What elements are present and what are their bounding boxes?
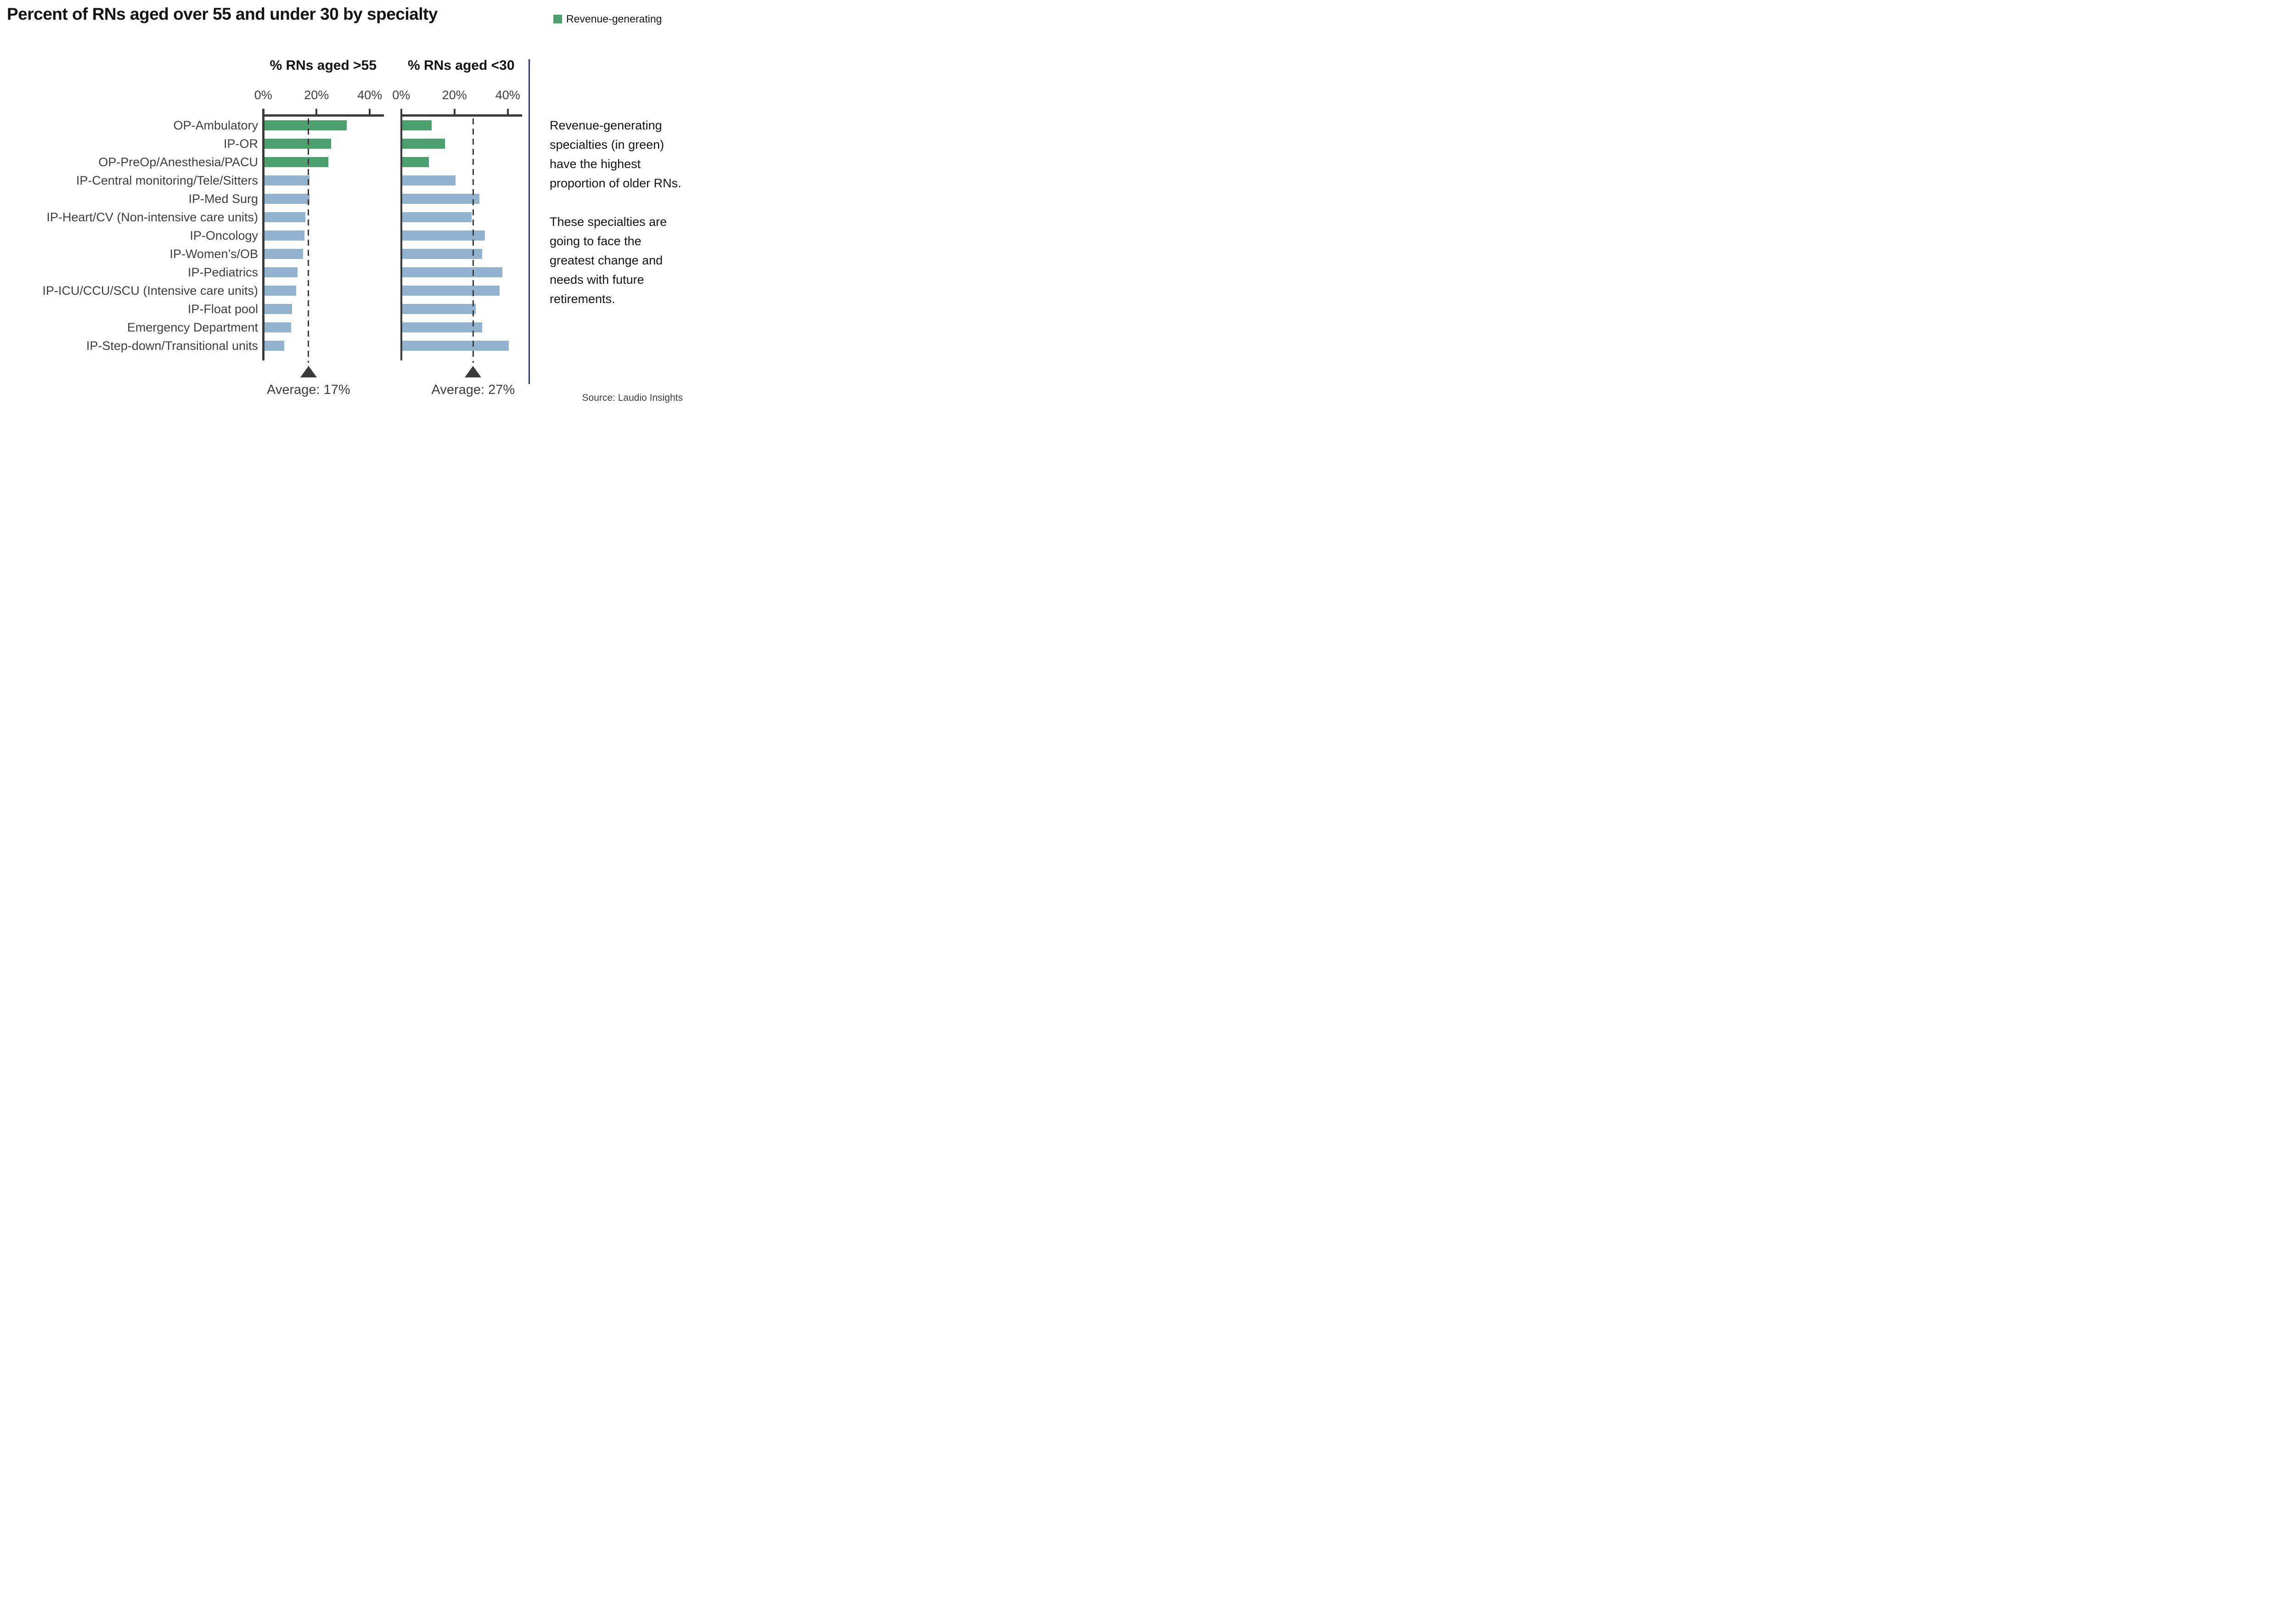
x-axis-tick-label: 40%	[495, 88, 520, 102]
average-marker-triangle-icon	[465, 366, 482, 377]
category-label: IP-Oncology	[190, 229, 258, 242]
x-axis-tick-label: 0%	[392, 88, 411, 102]
x-axis-line	[400, 114, 522, 117]
y-axis-line	[400, 109, 402, 360]
bar-under30-row11	[402, 322, 482, 332]
source-credit: Source: Laudio Insights	[582, 393, 683, 403]
bar-under30-row9	[402, 286, 500, 296]
vertical-divider	[529, 59, 530, 384]
bar-under30-row1	[402, 139, 445, 149]
bar-under30-row5	[402, 212, 472, 222]
category-label: IP-Step-down/Transitional units	[86, 339, 258, 353]
average-dashed-line	[308, 118, 310, 363]
category-label: IP-Women’s/OB	[169, 247, 258, 261]
category-label: IP-ICU/CCU/SCU (Intensive care units)	[42, 284, 258, 298]
legend-swatch-icon	[553, 15, 562, 23]
bar-over55-row7	[264, 249, 303, 259]
bar-under30-row0	[402, 120, 432, 130]
bar-under30-row10	[402, 304, 476, 314]
bar-over55-row5	[264, 212, 306, 222]
average-value-label: Average: 27%	[431, 382, 515, 397]
x-axis-tick-label: 20%	[304, 88, 329, 102]
bar-under30-row12	[402, 341, 509, 351]
category-label: OP-Ambulatory	[173, 118, 258, 132]
category-label: IP-Heart/CV (Non-intensive care units)	[46, 210, 258, 224]
average-dashed-line	[472, 118, 474, 363]
bar-under30-row6	[402, 230, 485, 241]
bar-over55-row12	[264, 341, 284, 351]
category-label: IP-Central monitoring/Tele/Sitters	[76, 174, 258, 187]
annotation-text-block: Revenue-generating specialties (in green…	[550, 116, 686, 328]
legend-label: Revenue-generating	[566, 13, 662, 25]
x-axis-line	[262, 114, 384, 117]
category-label: IP-OR	[223, 137, 258, 151]
y-axis-line	[262, 109, 264, 360]
bar-over55-row8	[264, 267, 298, 277]
annotation-paragraph-2: These specialties are going to face the …	[550, 215, 667, 306]
bar-over55-row1	[264, 139, 331, 149]
x-axis-tick-mark	[506, 109, 509, 115]
x-axis-tick-mark	[315, 109, 318, 115]
x-axis-tick-label: 40%	[357, 88, 383, 102]
bar-under30-row8	[402, 267, 502, 277]
bar-under30-row2	[402, 157, 429, 167]
bar-over55-row4	[264, 194, 310, 204]
bar-under30-row7	[402, 249, 482, 259]
bar-over55-row6	[264, 230, 304, 241]
bar-over55-row3	[264, 175, 310, 185]
x-axis-tick-label: 0%	[254, 88, 272, 102]
bar-under30-row4	[402, 194, 480, 204]
average-value-label: Average: 17%	[267, 382, 350, 397]
slide-canvas: Percent of RNs aged over 55 and under 30…	[0, 0, 687, 406]
annotation-paragraph-1: Revenue-generating specialties (in green…	[550, 118, 681, 190]
x-axis-tick-mark	[369, 109, 371, 115]
bar-under30-row3	[402, 175, 456, 185]
x-axis-tick-mark	[453, 109, 456, 115]
average-marker-triangle-icon	[300, 366, 317, 377]
page-title: Percent of RNs aged over 55 and under 30…	[7, 5, 438, 23]
category-label: Emergency Department	[127, 320, 258, 334]
bar-over55-row2	[264, 157, 328, 167]
bar-over55-row10	[264, 304, 293, 314]
x-axis-tick-label: 20%	[442, 88, 467, 102]
category-label: IP-Med Surg	[188, 192, 258, 206]
bar-over55-row9	[264, 286, 297, 296]
bar-over55-row11	[264, 322, 291, 332]
category-label: IP-Float pool	[187, 302, 258, 316]
chart-title-series-1: % RNs aged <30	[407, 58, 515, 73]
category-label: IP-Pediatrics	[187, 265, 258, 279]
chart-title-series-0: % RNs aged >55	[270, 58, 377, 73]
bar-over55-row0	[264, 120, 347, 130]
category-label: OP-PreOp/Anesthesia/PACU	[98, 155, 258, 169]
